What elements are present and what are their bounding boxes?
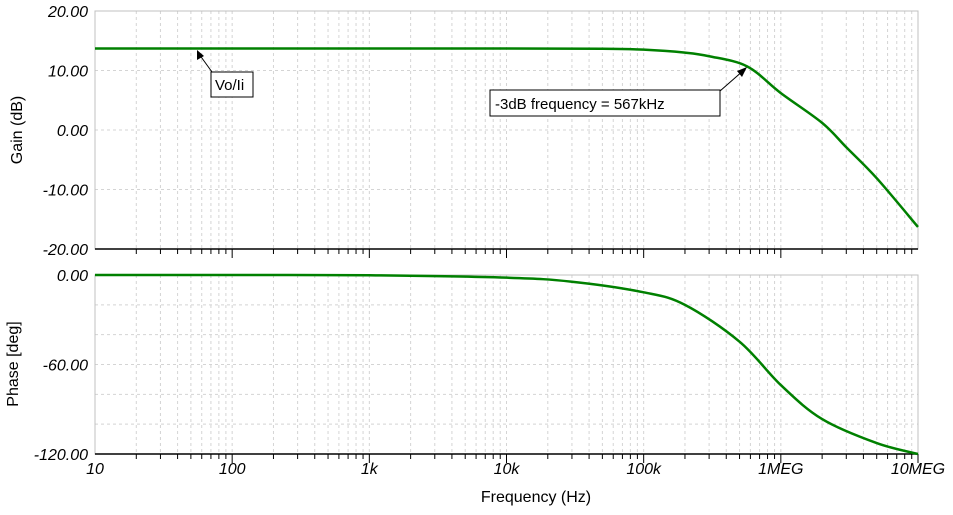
phase-y-tick-label: -60.00 (43, 358, 88, 375)
gain-y-tick-label: -20.00 (43, 242, 88, 259)
gain-y-tick-label: 0.00 (57, 123, 88, 140)
3db-annotation: -3dB frequency = 567kHz (489, 67, 747, 117)
x-tick-label: 1k (361, 461, 379, 478)
phase-y-tick-label: 0.00 (57, 268, 88, 285)
x-tick-label: 1MEG (758, 461, 803, 478)
phase-series-line (94, 273, 919, 456)
phase-grid (95, 275, 918, 454)
gain-y-label: Gain (dB) (9, 96, 26, 164)
x-tick-label: 10MEG (891, 461, 945, 478)
vo-ii-annotation: Vo/Ii (197, 50, 254, 98)
gain-grid (95, 11, 918, 249)
x-axis-ticks: 10 100 1k 10k 100k 1MEG 10MEG (86, 249, 945, 478)
x-tick-label: 100k (626, 461, 662, 478)
x-tick-label: 10k (494, 461, 521, 478)
x-axis-label: Frequency (Hz) (481, 489, 591, 506)
annotation-vo-ii: Vo/Ii (215, 77, 244, 94)
gain-series-line (94, 47, 919, 228)
gain-y-tick-label: 20.00 (47, 4, 88, 21)
gain-plot-frame (94, 10, 919, 250)
phase-y-tick-label: -120.00 (34, 447, 88, 464)
phase-y-label: Phase [deg] (5, 321, 22, 406)
annotation-3db: -3dB frequency = 567kHz (495, 96, 665, 113)
x-tick-label: 100 (219, 461, 246, 478)
x-tick-label: 10 (86, 461, 104, 478)
gain-y-tick-label: -10.00 (43, 183, 88, 200)
gain-y-tick-label: 10.00 (48, 64, 88, 81)
y-axis-ticks: 20.00 10.00 0.00 -10.00 -20.00 0.00 -60.00 -120… (34, 4, 88, 464)
